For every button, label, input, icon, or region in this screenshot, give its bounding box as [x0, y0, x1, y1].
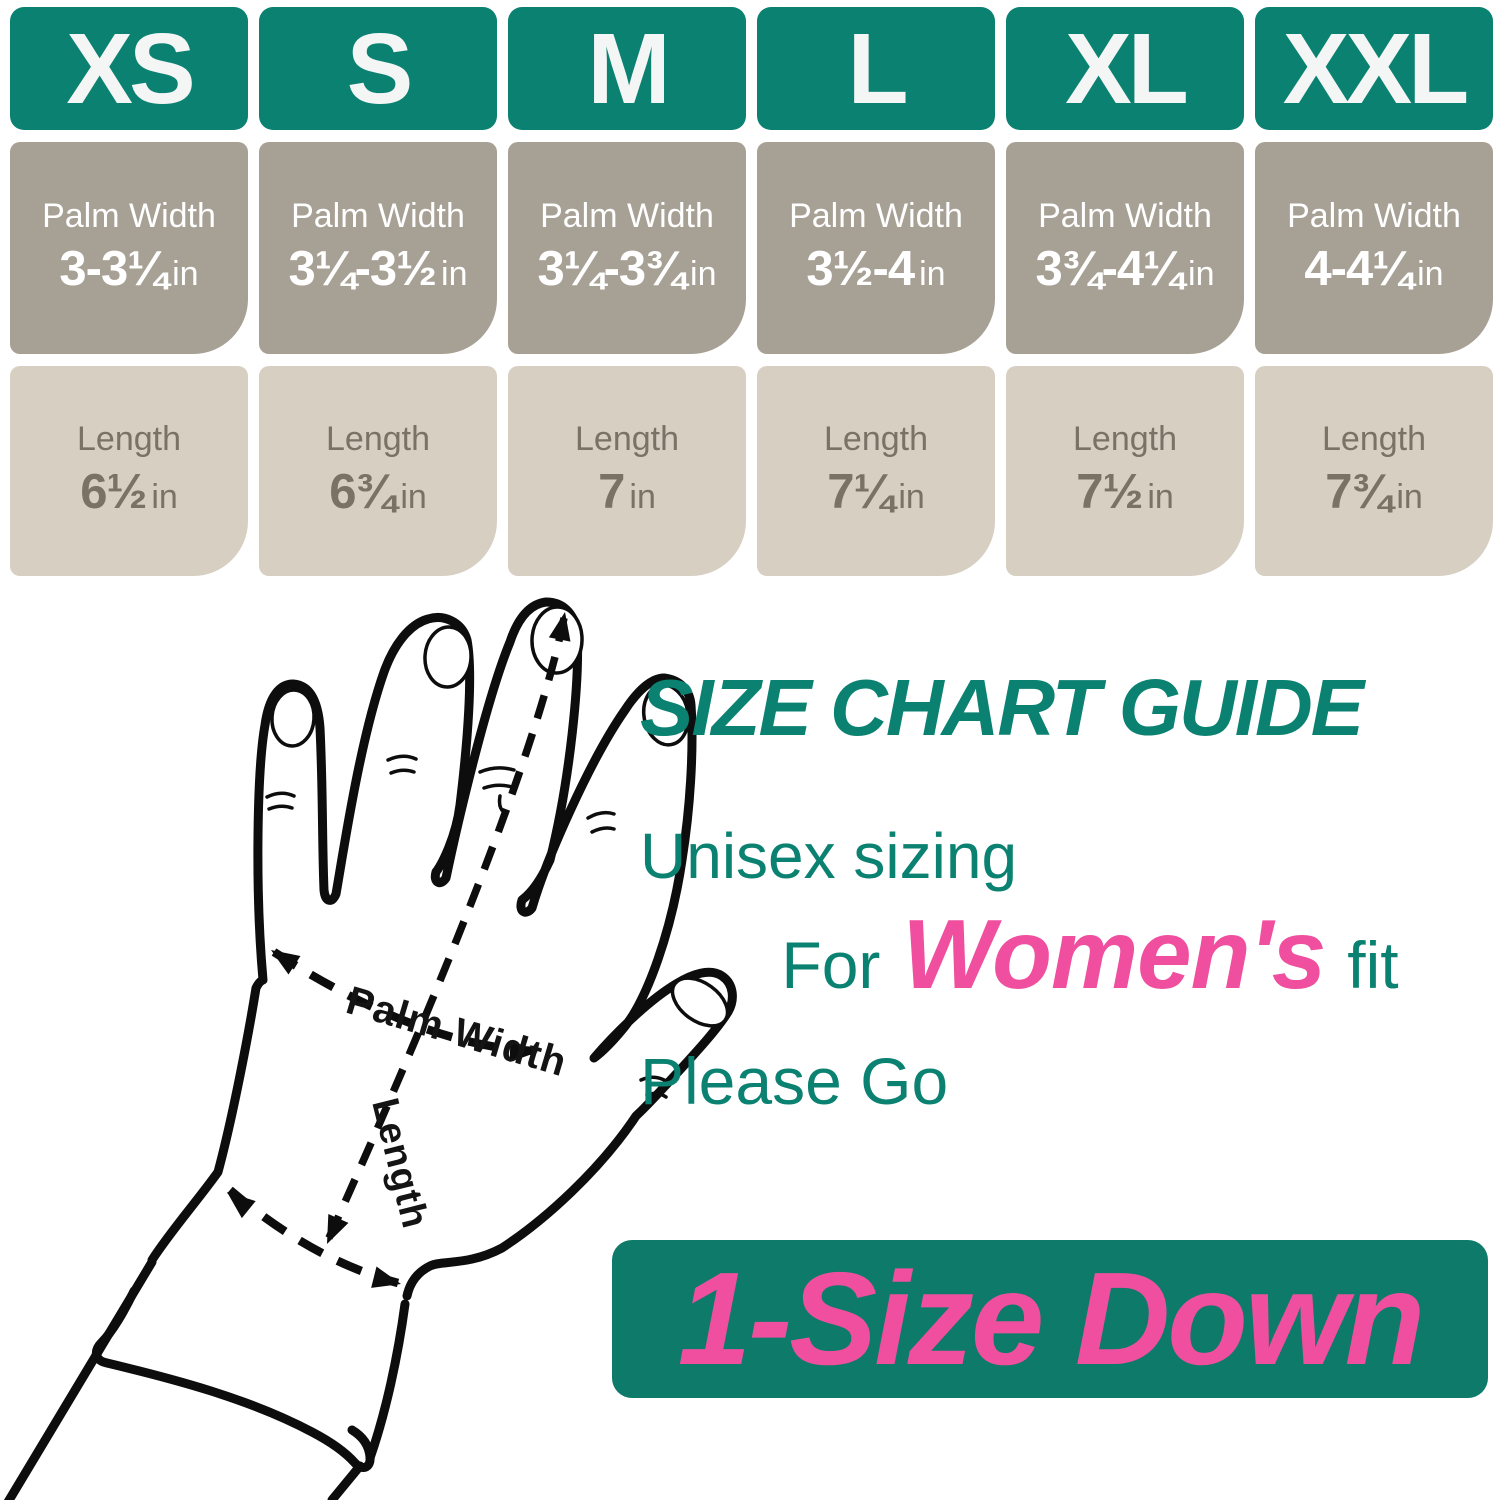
- size-header-l: L: [757, 7, 995, 130]
- palm-width-value: 4-4¼ in: [1304, 242, 1444, 297]
- length-cell-xs: Length 6½ in: [10, 366, 248, 576]
- length-value: 6¾ in: [329, 465, 427, 520]
- hand-measurement-diagram: Palm Width Length: [3, 597, 737, 1500]
- one-size-down-banner: 1-Size Down: [612, 1240, 1488, 1398]
- guide-title: SIZE CHART GUIDE: [640, 663, 1364, 752]
- length-value: 6½ in: [80, 465, 178, 520]
- measure-arrowheads: [227, 612, 571, 1288]
- length-cell-xl: Length 7½ in: [1006, 366, 1244, 576]
- length-label: Length: [1322, 420, 1426, 459]
- length-value: 7¾ in: [1325, 465, 1423, 520]
- wrist-measure-line: [227, 1186, 400, 1288]
- size-header-xl: XL: [1006, 7, 1244, 130]
- palm-width-label: Palm Width: [540, 197, 714, 236]
- palm-cell-l: Palm Width 3½-4 in: [757, 142, 995, 354]
- length-value: 7½ in: [1076, 465, 1174, 520]
- palm-width-value: 3¼-3¾ in: [537, 242, 717, 297]
- length-label: Length: [326, 420, 430, 459]
- thumb-nail: [670, 976, 730, 1028]
- palm-width-label: Palm Width: [291, 197, 465, 236]
- length-measure-line: [324, 617, 568, 1242]
- length-value: 7¼ in: [827, 465, 925, 520]
- size-header-xs: XS: [10, 7, 248, 130]
- guide-subtitle-unisex: Unisex sizing: [640, 820, 1018, 892]
- size-header-xxl: XXL: [1255, 7, 1493, 130]
- index-nail: [641, 683, 691, 747]
- length-cell-m: Length 7 in: [508, 366, 746, 576]
- ring-nail: [423, 625, 473, 689]
- palm-cell-xl: Palm Width 3¾-4¼ in: [1006, 142, 1244, 354]
- palm-width-label: Palm Width: [1287, 197, 1461, 236]
- sleeve-inner-line: [327, 1461, 365, 1500]
- length-cell-l: Length 7¼ in: [757, 366, 995, 576]
- sleeve-outer-line: [3, 1257, 157, 1500]
- guide-word-for: For: [781, 928, 881, 1002]
- cuff-right-edge: [365, 1299, 410, 1463]
- length-label: Length: [575, 420, 679, 459]
- palm-width-value: 3¼-3½ in: [288, 242, 468, 297]
- cuff-edge: [91, 1286, 375, 1472]
- length-label: Length: [1073, 420, 1177, 459]
- size-table: XS S M L XL XXL Palm Width 3-3¼ in Palm W…: [10, 7, 1493, 576]
- pinky-nail: [270, 688, 316, 748]
- palm-cell-s: Palm Width 3¼-3½ in: [259, 142, 497, 354]
- palm-width-label: Palm Width: [1038, 197, 1212, 236]
- one-size-down-text: 1-Size Down: [677, 1245, 1425, 1392]
- guide-women-fit-line: For Women's fit: [640, 905, 1500, 1003]
- palm-cell-m: Palm Width 3¼-3¾ in: [508, 142, 746, 354]
- size-header-s: S: [259, 7, 497, 130]
- guide-word-fit: fit: [1347, 928, 1399, 1002]
- length-label: Length: [77, 420, 181, 459]
- length-value: 7 in: [598, 465, 656, 520]
- length-cell-xxl: Length 7¾ in: [1255, 366, 1493, 576]
- palm-width-diagram-label: Palm Width: [341, 978, 572, 1085]
- palm-width-value: 3¾-4¼ in: [1035, 242, 1215, 297]
- palm-width-value: 3½-4 in: [806, 242, 946, 297]
- palm-width-label: Palm Width: [42, 197, 216, 236]
- guide-please-go: Please Go: [640, 1044, 949, 1118]
- palm-cell-xs: Palm Width 3-3¼ in: [10, 142, 248, 354]
- palm-width-label: Palm Width: [789, 197, 963, 236]
- length-label: Length: [824, 420, 928, 459]
- size-header-m: M: [508, 7, 746, 130]
- palm-cell-xxl: Palm Width 4-4¼ in: [1255, 142, 1493, 354]
- length-cell-s: Length 6¾ in: [259, 366, 497, 576]
- knuckle-creases: [265, 754, 668, 1099]
- length-diagram-label: Length: [363, 1094, 436, 1233]
- guide-word-womens: Women's: [902, 899, 1326, 1009]
- palm-width-value: 3-3¼ in: [59, 242, 199, 297]
